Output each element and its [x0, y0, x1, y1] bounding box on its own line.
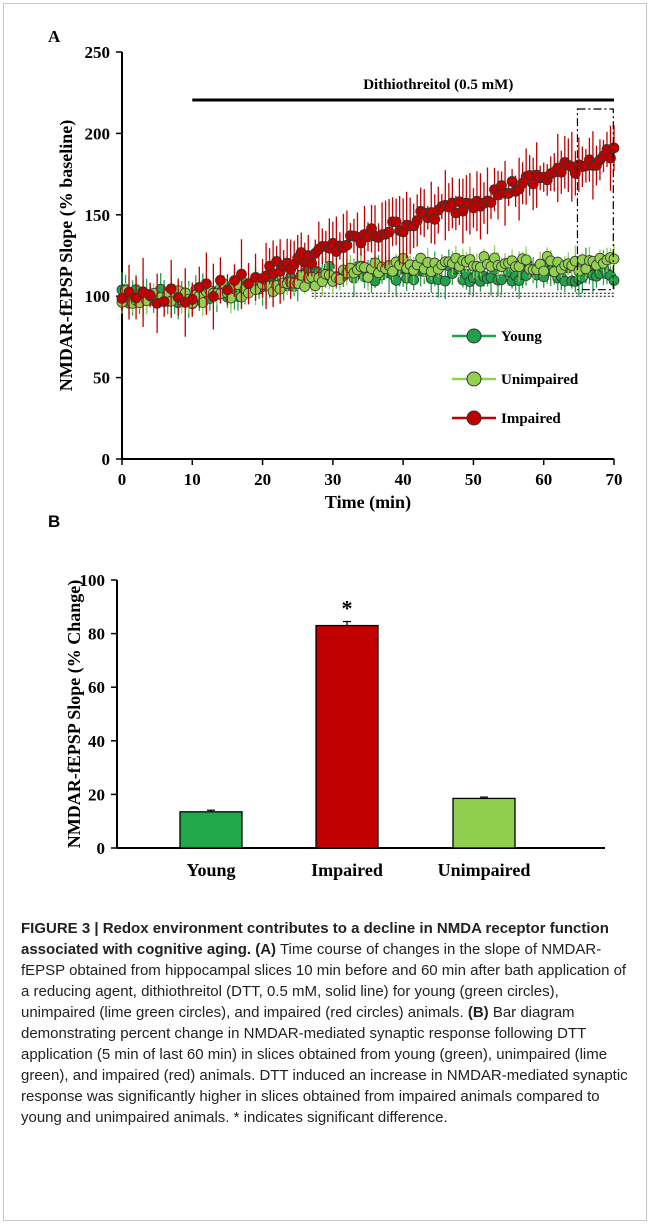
data-point	[506, 175, 518, 187]
x-tick-label: 30	[324, 470, 341, 489]
y-tick-label: 20	[88, 785, 105, 804]
figure-caption: FIGURE 3 | Redox environment contributes…	[21, 918, 629, 1128]
data-point	[555, 166, 567, 178]
bar-young	[179, 811, 243, 849]
legend-label-unimpaired: Unimpaired	[501, 372, 579, 388]
data-point	[605, 152, 616, 164]
x-tick-label: 0	[118, 470, 127, 489]
caption-a-text: Time course of changes in the slope of N…	[21, 941, 627, 1021]
y-tick-label: 0	[97, 839, 106, 858]
x-tick-label: 20	[254, 470, 271, 489]
data-point	[341, 239, 353, 251]
data-point	[165, 283, 177, 295]
data-point	[243, 278, 254, 290]
caption-a-label: (A)	[255, 941, 277, 958]
data-point	[334, 274, 346, 285]
data-point	[144, 289, 156, 301]
data-point	[429, 213, 441, 225]
data-point	[229, 275, 240, 286]
caption-heading: FIGURE 3 | Redox environment contributes…	[21, 920, 609, 958]
data-point	[485, 197, 497, 208]
y-tick-label: 0	[102, 450, 111, 469]
y-axis-title: NMDAR-fEPSP Slope (% Change)	[64, 580, 85, 849]
x-tick-label: 50	[465, 470, 482, 489]
data-point	[123, 286, 135, 298]
y-tick-label: 100	[80, 571, 106, 590]
y-tick-label: 50	[93, 369, 110, 388]
y-tick-label: 250	[85, 43, 111, 62]
legend-marker	[466, 410, 482, 426]
data-point	[207, 291, 219, 302]
data-point	[197, 297, 209, 308]
data-point	[383, 226, 395, 238]
data-point	[608, 275, 620, 286]
legend-marker	[466, 371, 482, 387]
data-point	[306, 258, 318, 269]
caption-b-text: Bar diagram demonstrating percent change…	[21, 1004, 628, 1126]
data-point	[411, 215, 423, 226]
data-point	[608, 142, 620, 154]
x-tick-label: 10	[184, 470, 201, 489]
x-tick-label: 60	[535, 470, 552, 489]
bar-unimpaired	[452, 797, 516, 849]
x-tick-label-unimpaired: Unimpaired	[438, 860, 531, 880]
x-tick-label: 70	[606, 470, 623, 489]
data-point	[116, 293, 128, 304]
data-point	[439, 275, 451, 287]
x-tick-label-young: Young	[186, 860, 235, 880]
data-point	[538, 265, 550, 277]
drug-application-label: Dithiothreitol (0.5 mM)	[363, 77, 513, 93]
panel-a-chart: 0 50 100 150 200 250 0 10 20 30 40 50 60 70 Time (min)…	[56, 43, 623, 513]
bar-impaired	[315, 624, 379, 849]
y-axis-title: NMDAR-fEPSP Slope (% baseline)	[56, 120, 77, 392]
y-tick-label: 100	[85, 287, 111, 306]
figure-frame	[3, 3, 647, 1221]
analysis-window-box	[576, 108, 614, 291]
data-point	[158, 296, 170, 307]
x-tick-label: 40	[395, 470, 412, 489]
data-point	[200, 278, 212, 290]
y-tick-label: 200	[85, 124, 111, 143]
data-point	[236, 268, 247, 280]
y-tick-label: 80	[88, 625, 105, 644]
data-point	[214, 274, 226, 286]
caption-b-label: (B)	[467, 1004, 489, 1021]
legend-label-young: Young	[501, 329, 542, 345]
y-tick-label: 60	[88, 678, 105, 697]
legend-label-impaired: Impaired	[501, 411, 561, 427]
data-point	[387, 265, 399, 277]
data-point	[608, 253, 620, 265]
y-tick-label: 150	[85, 206, 111, 225]
x-tick-label-impaired: Impaired	[311, 860, 383, 880]
significance-marker: *	[342, 596, 353, 621]
panel-b-label: B	[48, 512, 60, 531]
data-point	[222, 284, 233, 296]
series-impaired	[116, 125, 620, 337]
legend-marker	[466, 328, 482, 344]
data-point	[520, 254, 532, 266]
data-point	[186, 294, 198, 305]
y-tick-label: 40	[88, 732, 105, 751]
panel-a-label: A	[48, 27, 61, 46]
x-axis-title: Time (min)	[325, 492, 411, 513]
